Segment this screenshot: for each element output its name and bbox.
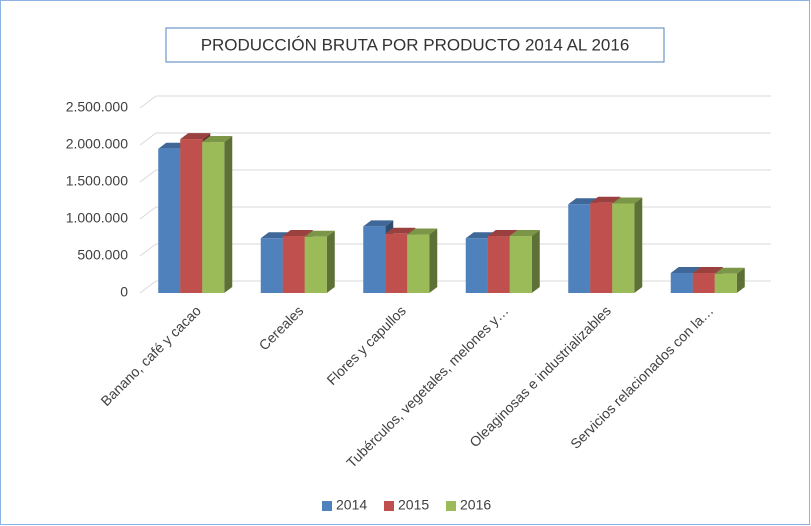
- bar-top: [304, 230, 335, 237]
- legend-swatch: [446, 501, 456, 511]
- bar-side: [326, 230, 335, 293]
- bar-front: [590, 202, 613, 293]
- bar-top: [180, 133, 211, 140]
- legend-label: 2014: [336, 497, 367, 513]
- bar: [202, 136, 233, 293]
- y-tick-label: 500.000: [77, 247, 128, 263]
- bar-top: [612, 197, 643, 204]
- bar-front: [612, 203, 635, 293]
- grid-line: [139, 206, 771, 220]
- bar: [509, 230, 540, 293]
- bar-front: [465, 238, 488, 293]
- y-tick-label: 1.000.000: [66, 210, 128, 226]
- bar-top: [407, 228, 438, 235]
- bar: [714, 267, 745, 293]
- y-tick-label: 2.500.000: [66, 99, 128, 115]
- bar-top: [282, 230, 313, 237]
- grid-line: [139, 280, 771, 294]
- legend-label: 2016: [460, 497, 491, 513]
- grid-line: [139, 243, 771, 257]
- bar-front: [363, 226, 386, 293]
- bar-front: [407, 234, 430, 293]
- bar-top: [202, 136, 233, 143]
- bar-side: [736, 267, 745, 293]
- bar: [304, 230, 335, 293]
- grid-line: [139, 169, 771, 183]
- bar-front: [385, 233, 408, 293]
- bar-top: [670, 267, 701, 274]
- title-box: [165, 27, 665, 63]
- y-tick-label: 0: [120, 284, 128, 300]
- bar: [407, 228, 438, 293]
- bar: [612, 197, 643, 293]
- bar-top: [692, 267, 723, 274]
- bar-front: [692, 273, 715, 293]
- bar-front: [180, 139, 203, 293]
- bar-side: [224, 136, 233, 293]
- bar-top: [487, 230, 518, 237]
- bar-front: [260, 238, 283, 293]
- bar-top: [363, 220, 394, 227]
- bar-side: [429, 228, 438, 293]
- bar-front: [670, 273, 693, 293]
- legend-label: 2015: [398, 497, 429, 513]
- bar-side: [634, 197, 643, 293]
- legend-swatch: [384, 501, 394, 511]
- bar-front: [568, 204, 591, 293]
- bar-top: [509, 230, 540, 237]
- y-tick-label: 1.500.000: [66, 173, 128, 189]
- chart-title: PRODUCCIÓN BRUTA POR PRODUCTO 2014 AL 20…: [201, 35, 630, 54]
- bar-front: [509, 236, 532, 293]
- bar-front: [202, 142, 225, 293]
- bar-front: [282, 236, 305, 293]
- bar-front: [304, 236, 327, 293]
- bar-front: [487, 236, 510, 293]
- bar-top: [385, 227, 416, 234]
- bar-top: [714, 267, 745, 274]
- legend-swatch: [322, 501, 332, 511]
- bar-side: [531, 230, 540, 293]
- bar-top: [590, 196, 621, 203]
- grid-line: [139, 132, 771, 146]
- grid-line: [139, 95, 771, 109]
- bar-front: [714, 273, 737, 293]
- y-tick-label: 2.000.000: [66, 136, 128, 152]
- bar-front: [158, 148, 181, 293]
